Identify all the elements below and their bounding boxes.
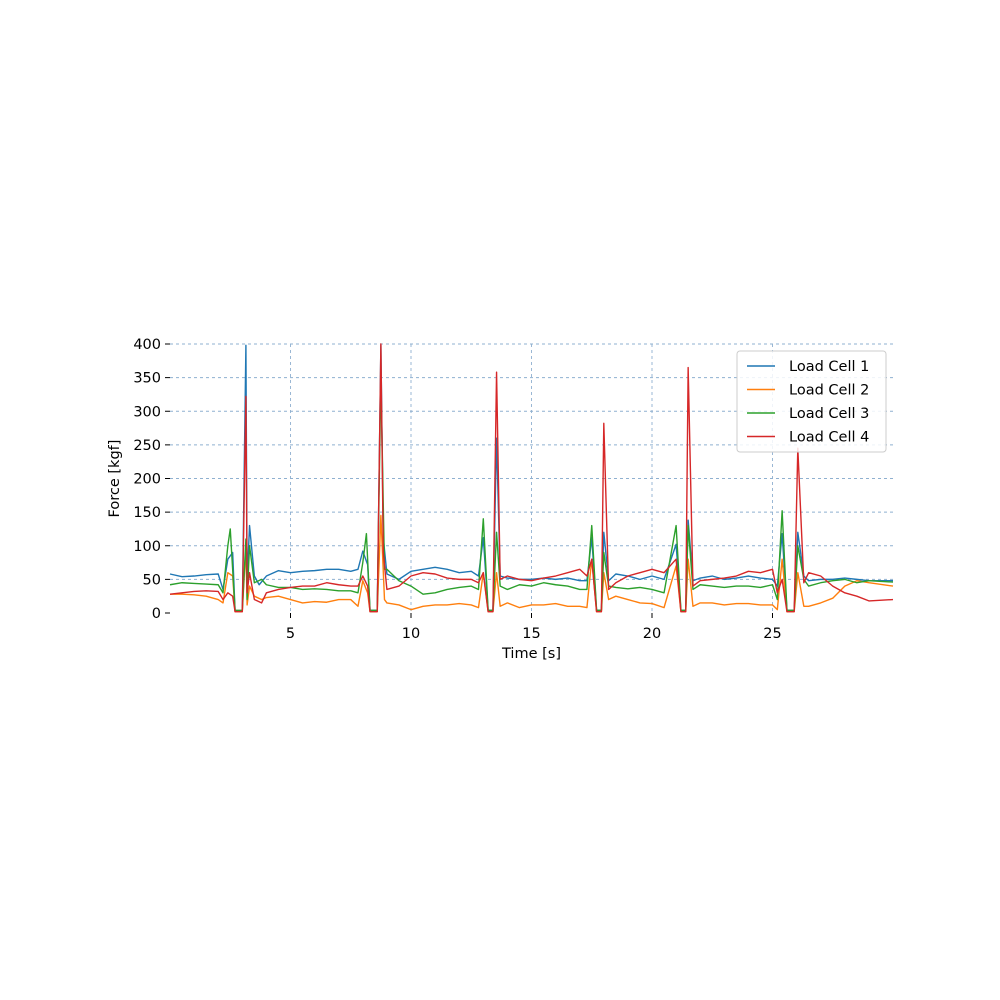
y-tick-label: 200 — [133, 472, 161, 488]
x-tick-label: 20 — [643, 626, 661, 642]
series-line-3 — [169, 376, 894, 612]
x-tick-label: 10 — [402, 626, 420, 642]
legend: Load Cell 1 Load Cell 2 Load Cell 3 Load Ce… — [736, 350, 887, 453]
y-tick-label: 150 — [133, 505, 161, 521]
legend-label-4: Load Cell 4 — [789, 430, 869, 446]
legend-label-3: Load Cell 3 — [789, 406, 869, 422]
x-tick-label: 25 — [763, 626, 781, 642]
legend-label-2: Load Cell 2 — [789, 383, 869, 399]
y-axis-label: Force [kgf] — [107, 440, 123, 518]
series-line-4 — [169, 343, 894, 613]
y-tick-label: 250 — [133, 438, 161, 454]
y-tick-label: 0 — [152, 606, 161, 622]
y-tick-label: 350 — [133, 371, 161, 387]
y-tick-label: 100 — [133, 539, 161, 555]
legend-box — [736, 350, 887, 453]
x-tick-label: 15 — [522, 626, 540, 642]
legend-label-1: Load Cell 1 — [789, 359, 869, 375]
y-tick-label: 50 — [143, 572, 161, 588]
x-tick-label: 5 — [286, 626, 295, 642]
series-lines — [169, 343, 894, 613]
x-axis-label: Time [s] — [501, 646, 561, 662]
y-tick-label: 400 — [133, 337, 161, 353]
y-tick-label: 300 — [133, 404, 161, 420]
